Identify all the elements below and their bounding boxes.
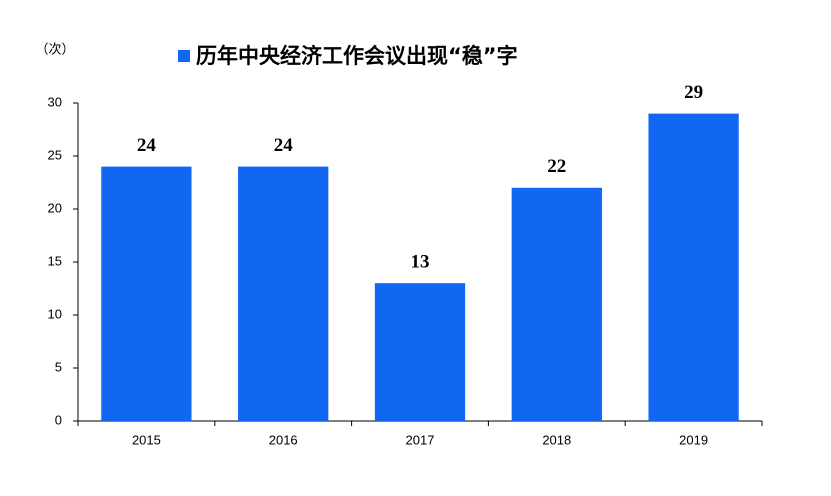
legend-label: 历年中央经济工作会议出现“稳”字 xyxy=(196,44,518,68)
bar xyxy=(101,166,192,421)
x-tick-label: 2015 xyxy=(132,432,161,447)
bar xyxy=(374,283,466,421)
x-tick-label: 2019 xyxy=(679,432,708,447)
y-tick-label: 20 xyxy=(48,200,62,215)
y-tick-label: 30 xyxy=(48,94,62,109)
value-label: 24 xyxy=(274,135,294,156)
y-tick-label: 25 xyxy=(48,147,62,162)
y-tick-label: 10 xyxy=(48,306,62,321)
x-tick-label: 2018 xyxy=(542,432,571,447)
value-label: 22 xyxy=(547,156,566,177)
bar xyxy=(238,166,329,421)
legend-swatch xyxy=(178,50,190,62)
x-tick-label: 2016 xyxy=(269,432,298,447)
value-label: 29 xyxy=(684,82,703,103)
y-tick-label: 5 xyxy=(55,359,62,374)
y-tick-label: 0 xyxy=(55,412,62,427)
bar xyxy=(511,187,602,421)
y-tick-label: 15 xyxy=(48,253,62,268)
bar xyxy=(648,113,739,421)
y-axis-label: （次） xyxy=(35,41,74,56)
x-tick-label: 2017 xyxy=(406,432,435,447)
value-label: 24 xyxy=(137,135,157,156)
value-label: 13 xyxy=(411,252,430,273)
